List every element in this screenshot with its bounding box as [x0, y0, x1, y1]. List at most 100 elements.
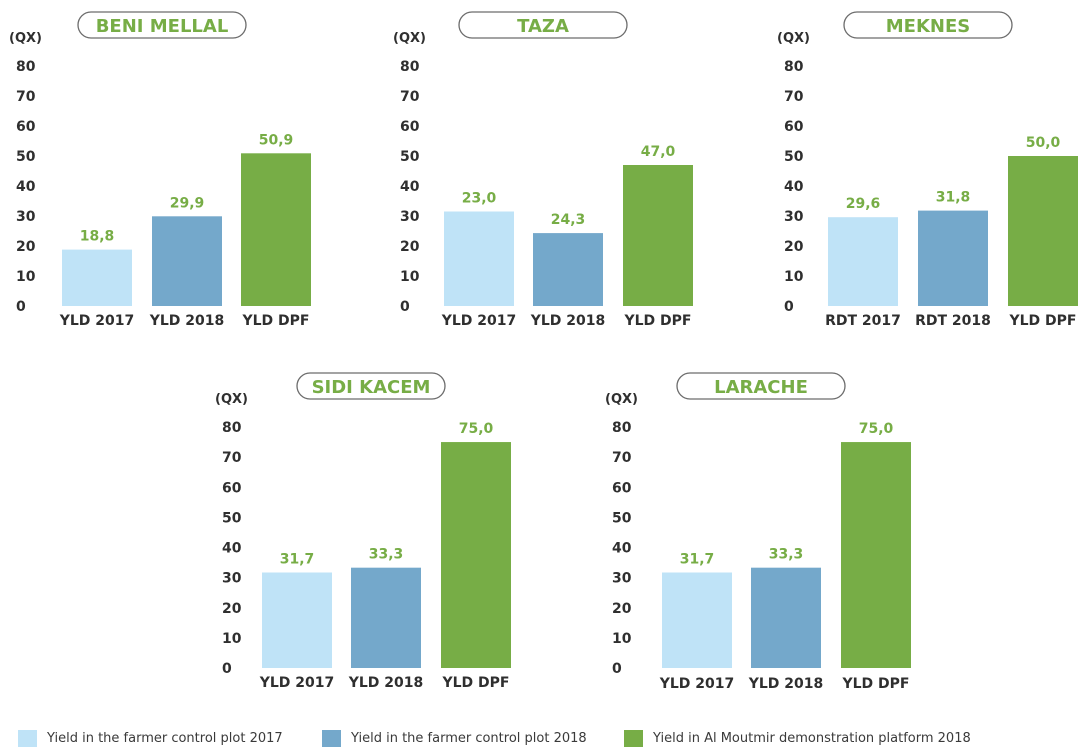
category-label: YLD DPF — [242, 313, 310, 329]
y-tick-label: 40 — [16, 179, 36, 195]
bar-2 — [918, 210, 988, 306]
value-label: 24,3 — [551, 212, 586, 228]
y-unit-label: (QX) — [9, 31, 42, 46]
value-label: 23,0 — [462, 191, 497, 207]
value-label: 31,7 — [280, 552, 315, 568]
y-unit-label: (QX) — [215, 392, 248, 407]
y-tick-label: 60 — [16, 119, 36, 135]
category-label: YLD DPF — [624, 313, 692, 329]
y-tick-label: 40 — [784, 179, 804, 195]
y-tick-label: 30 — [784, 209, 804, 225]
bar-3 — [241, 153, 311, 306]
chart-title: BENI MELLAL — [96, 16, 229, 37]
y-unit-label: (QX) — [777, 31, 810, 46]
value-label: 75,0 — [859, 421, 894, 437]
y-tick-label: 60 — [784, 119, 804, 135]
chart-5: LARACHE (QX) 0 10 20 30 40 50 60 70 80 31,7 YLD 2017… — [605, 372, 911, 692]
value-label: 75,0 — [459, 421, 494, 437]
legend-swatch-2017 — [18, 729, 37, 747]
legend-label-2018: Yield in the farmer control plot 2018 — [351, 730, 587, 746]
chart-2: TAZA (QX) 0 10 20 30 40 50 60 70 80 23,0 YLD 2017 24,… — [393, 11, 693, 329]
value-label: 29,9 — [170, 195, 205, 211]
bar-1 — [662, 572, 732, 668]
chart-title: MEKNES — [886, 16, 970, 37]
y-tick-label: 0 — [784, 299, 794, 315]
value-label: 31,7 — [680, 552, 715, 568]
y-tick-label: 20 — [16, 239, 36, 255]
value-label: 50,0 — [1026, 135, 1061, 151]
y-tick-label: 80 — [222, 420, 242, 436]
chart-title-pill — [676, 372, 846, 400]
y-tick-label: 60 — [612, 480, 632, 496]
y-tick-label: 80 — [784, 59, 804, 75]
y-tick-label: 80 — [400, 59, 420, 75]
value-label: 47,0 — [641, 144, 676, 160]
legend-item-dpf: Yield in Al Moutmir demonstration platfo… — [624, 728, 971, 748]
bar-1 — [444, 211, 514, 306]
bar-3 — [841, 442, 911, 668]
value-label: 31,8 — [936, 190, 971, 206]
value-label: 50,9 — [259, 132, 294, 148]
value-label: 18,8 — [80, 229, 115, 245]
bar-1 — [62, 249, 132, 306]
y-unit-label: (QX) — [393, 31, 426, 46]
chart-title-pill — [296, 372, 446, 400]
y-tick-label: 10 — [16, 269, 36, 285]
bar-1 — [262, 572, 332, 668]
y-tick-label: 70 — [784, 89, 804, 105]
y-tick-label: 40 — [222, 541, 242, 557]
bar-1 — [828, 217, 898, 306]
y-tick-label: 0 — [612, 661, 622, 677]
y-tick-label: 40 — [612, 541, 632, 557]
y-unit-label: (QX) — [605, 392, 638, 407]
y-tick-label: 20 — [222, 601, 242, 617]
chart-title: LARACHE — [714, 377, 808, 398]
category-label: YLD 2017 — [659, 676, 735, 692]
legend-label-dpf: Yield in Al Moutmir demonstration platfo… — [653, 730, 971, 746]
bar-2 — [533, 233, 603, 306]
category-label: YLD 2017 — [59, 313, 135, 329]
y-tick-label: 60 — [222, 480, 242, 496]
bar-3 — [623, 165, 693, 306]
legend-item-2017: Yield in the farmer control plot 2017 — [18, 728, 283, 748]
y-tick-label: 30 — [612, 571, 632, 587]
legend: Yield in the farmer control plot 2017 Yi… — [18, 728, 1068, 748]
y-tick-label: 50 — [222, 510, 242, 526]
y-tick-label: 80 — [16, 59, 36, 75]
value-label: 33,3 — [769, 547, 804, 563]
category-label: RDT 2017 — [825, 313, 901, 329]
chart-title: TAZA — [517, 16, 569, 37]
category-label: YLD 2017 — [441, 313, 517, 329]
y-tick-label: 20 — [612, 601, 632, 617]
y-tick-label: 20 — [784, 239, 804, 255]
value-label: 29,6 — [846, 196, 881, 212]
y-tick-label: 70 — [612, 450, 632, 466]
chart-title-pill — [77, 11, 247, 39]
legend-swatch-2018 — [322, 729, 341, 747]
y-tick-label: 80 — [612, 420, 632, 436]
chart-title: SIDI KACEM — [312, 377, 431, 398]
chart-1: BENI MELLAL (QX) 0 10 20 30 40 50 60 70 80 18,8 YLD … — [9, 11, 311, 329]
y-tick-label: 0 — [16, 299, 26, 315]
y-tick-label: 10 — [612, 631, 632, 647]
y-tick-label: 70 — [400, 89, 420, 105]
y-tick-label: 10 — [784, 269, 804, 285]
y-tick-label: 40 — [400, 179, 420, 195]
legend-label-2017: Yield in the farmer control plot 2017 — [47, 730, 283, 746]
y-tick-label: 50 — [16, 149, 36, 165]
y-tick-label: 60 — [400, 119, 420, 135]
category-label: YLD DPF — [442, 675, 510, 691]
category-label: YLD 2018 — [348, 675, 424, 691]
y-tick-label: 70 — [16, 89, 36, 105]
y-tick-label: 10 — [222, 631, 242, 647]
y-tick-label: 0 — [222, 661, 232, 677]
category-label: YLD 2017 — [259, 675, 335, 691]
category-label: YLD DPF — [842, 676, 910, 692]
chart-4: SIDI KACEM (QX) 0 10 20 30 40 50 60 70 80 31,7 YLD 2… — [215, 372, 511, 691]
y-tick-label: 0 — [400, 299, 410, 315]
y-tick-label: 50 — [784, 149, 804, 165]
y-tick-label: 10 — [400, 269, 420, 285]
y-tick-label: 50 — [400, 149, 420, 165]
y-tick-label: 30 — [400, 209, 420, 225]
